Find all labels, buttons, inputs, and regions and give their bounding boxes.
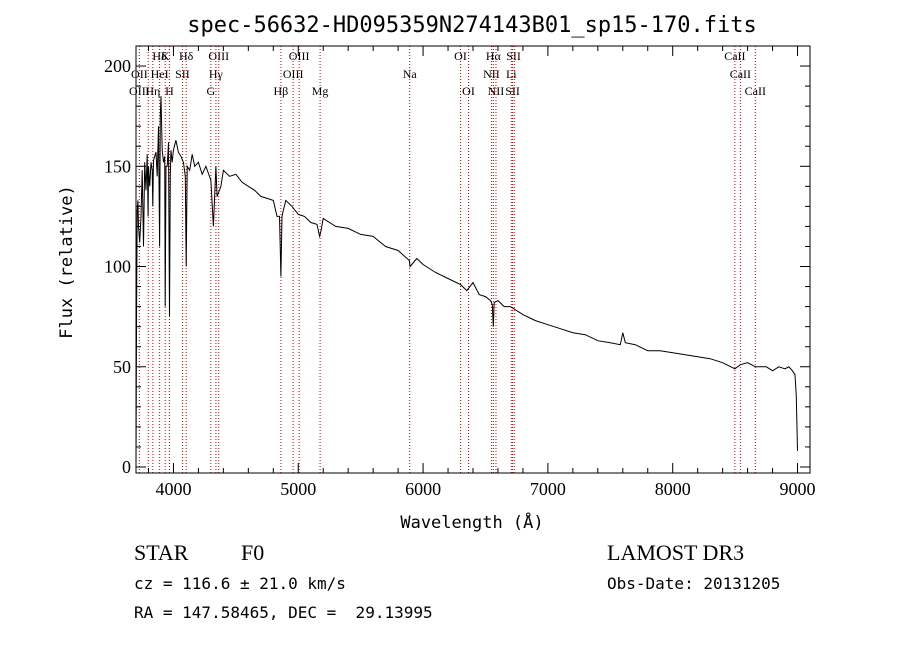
emission-line-label: Mg: [312, 84, 329, 98]
emission-line-label: OIII: [129, 84, 150, 98]
x-axis-label: Wavelength (Å): [400, 511, 543, 533]
x-tick-label: 5000: [280, 479, 316, 499]
emission-line-label: Hγ: [209, 67, 224, 81]
emission-line-label: NII: [483, 67, 500, 81]
flux-series-line: [135, 96, 798, 468]
emission-line-label: Hδ: [179, 49, 194, 63]
y-tick-label: 50: [113, 357, 131, 377]
emission-line-label: K: [161, 49, 170, 63]
emission-line-label: Hα: [486, 49, 502, 63]
plot-frame: [135, 45, 811, 474]
y-tick-label: 0: [122, 457, 131, 477]
y-tick-label: 150: [104, 156, 131, 176]
sky-coordinates: RA = 147.58465, DEC = 29.13995: [134, 603, 433, 622]
spectral-subclass: F0: [241, 540, 265, 565]
survey-name: LAMOST DR3: [607, 540, 745, 565]
emission-line-label: Hδ: [152, 49, 167, 63]
emission-line-label: OIII: [208, 49, 229, 63]
emission-line-markers: [138, 46, 756, 473]
emission-line-label: G: [207, 84, 216, 98]
x-tick-label: 9000: [780, 479, 816, 499]
emission-line-label: H: [165, 84, 174, 98]
object-type: STAR: [134, 540, 189, 565]
emission-line-label: OIII: [283, 67, 304, 81]
y-tick-label: 200: [104, 56, 131, 76]
emission-line-label: Hβ: [274, 84, 289, 98]
chart-title: spec-56632-HD095359N274143B01_sp15-170.f…: [187, 13, 757, 38]
emission-line-label: CaII: [745, 84, 766, 98]
emission-line-label: OI: [462, 84, 475, 98]
x-tick-label: 8000: [655, 479, 691, 499]
emission-line-label: OII: [131, 67, 148, 81]
y-tick-label: 100: [104, 257, 131, 277]
y-axis-label: Flux (relative): [57, 185, 77, 339]
emission-line-label: OIII: [289, 49, 310, 63]
x-tick-label: 6000: [405, 479, 441, 499]
emission-line-label: CaII: [730, 67, 751, 81]
axis-ticks: 4000 5000 6000 7000 8000 9000 0 50 100 150 200: [104, 46, 816, 499]
x-tick-label: 4000: [155, 479, 191, 499]
emission-line-label: OI: [454, 49, 467, 63]
emission-line-label: HeI: [151, 67, 169, 81]
emission-line-label: SII: [175, 67, 190, 81]
emission-line-label: Na: [403, 67, 418, 81]
redshift-value: cz = 116.6 ± 21.0 km/s: [134, 574, 346, 593]
emission-line-label: SII: [506, 49, 521, 63]
x-tick-label: 7000: [530, 479, 566, 499]
emission-line-label: NII: [488, 84, 505, 98]
emission-line-label: SII: [505, 84, 520, 98]
observation-date: Obs-Date: 20131205: [607, 574, 781, 593]
emission-line-label: CaII: [724, 49, 745, 63]
emission-line-label: Li: [506, 67, 517, 81]
emission-line-label: Hη: [145, 84, 160, 98]
